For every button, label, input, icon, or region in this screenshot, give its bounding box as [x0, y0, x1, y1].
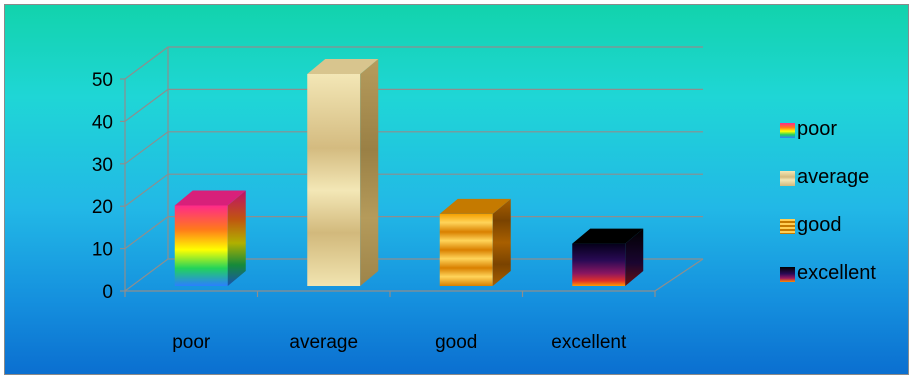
bar-excellent — [572, 228, 644, 286]
bar-side — [625, 228, 644, 286]
chart-area: 0 10 20 30 40 50 poor average good excellent poor… — [4, 4, 909, 375]
gridline — [124, 131, 703, 165]
x-category-label: poor — [172, 332, 211, 353]
axis-layer — [120, 47, 704, 297]
bar-average — [307, 59, 379, 286]
bar-side — [492, 198, 511, 286]
bar-top — [572, 228, 644, 244]
y-tick-label: 40 — [92, 112, 113, 133]
x-category-label: excellent — [551, 332, 627, 353]
y-tick-label: 10 — [92, 240, 113, 261]
bar-layer — [174, 59, 644, 286]
y-tick-label: 0 — [102, 282, 113, 303]
legend-swatch — [780, 267, 795, 282]
legend-swatch — [780, 171, 795, 186]
legend-label: excellent — [797, 262, 876, 284]
bar-poor — [174, 190, 246, 286]
bar-top — [307, 59, 379, 74]
label-layer: 0 10 20 30 40 50 poor average good excellent — [92, 70, 627, 353]
bar-good — [439, 198, 511, 286]
legend-label: poor — [797, 118, 838, 140]
y-tick-label: 50 — [92, 70, 113, 91]
legend-swatch — [780, 123, 795, 138]
gridline — [124, 46, 703, 80]
floor-edge — [654, 258, 704, 292]
legend-label: average — [797, 166, 870, 188]
bar-front — [174, 205, 228, 286]
bar-front — [572, 243, 626, 286]
y-tick-label: 30 — [92, 155, 113, 176]
legend-label: good — [797, 214, 842, 236]
legend-swatch — [780, 219, 795, 234]
plot-area: 0 10 20 30 40 50 poor average good excellent — [92, 46, 704, 353]
bar-top — [439, 198, 511, 214]
bar-side — [227, 190, 246, 286]
x-category-label: good — [435, 332, 477, 353]
gridline — [124, 88, 703, 122]
x-category-label: average — [289, 332, 358, 353]
bar-front — [439, 213, 493, 286]
bar-side — [360, 59, 379, 286]
y-tick-label: 20 — [92, 197, 113, 218]
bar-front — [307, 74, 361, 286]
bar-top — [174, 190, 246, 206]
